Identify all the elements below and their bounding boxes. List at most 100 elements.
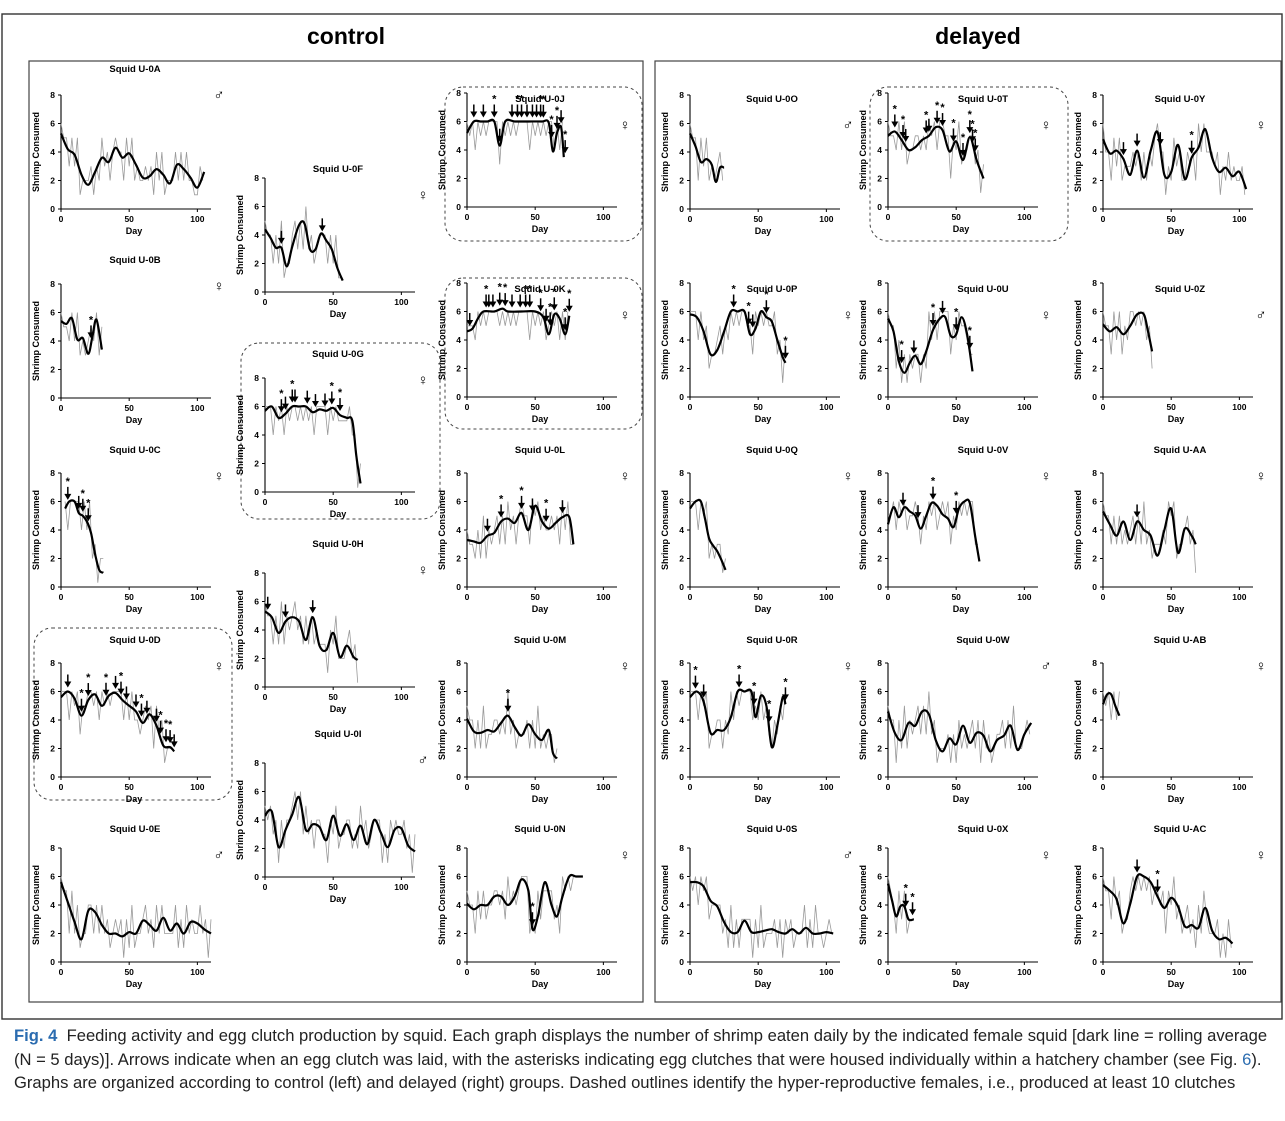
chart-title: Squid U-0F — [313, 164, 363, 175]
x-tick-label: 0 — [886, 782, 891, 792]
arrow-head — [84, 690, 92, 697]
clutch-arrow — [112, 675, 120, 689]
clutch-arrow — [483, 518, 491, 532]
x-tick-label: 50 — [951, 212, 961, 222]
x-tick-label: 0 — [886, 212, 891, 222]
arrow-head — [321, 400, 329, 407]
x-tick-label: 0 — [688, 402, 693, 412]
clutch-arrow-hatchery: * — [561, 306, 569, 331]
y-tick-label: 6 — [679, 119, 684, 129]
sex-symbol: ♂ — [1255, 307, 1266, 324]
y-axis-label: Shrimp Consumed — [1073, 680, 1083, 760]
hatchery-asterisk: * — [1189, 130, 1194, 142]
caption-figure-ref-link[interactable]: 6 — [1242, 1049, 1252, 1069]
x-axis-label: Day — [755, 226, 772, 236]
x-axis-label: Day — [755, 979, 772, 989]
y-tick-label: 4 — [456, 145, 461, 155]
y-tick-label: 2 — [877, 929, 882, 939]
chart-title: Squid U-0I — [315, 729, 362, 740]
clutch-arrow-hatchery: * — [166, 719, 174, 744]
clutch-arrow-hatchery: * — [518, 94, 526, 118]
x-tick-label: 0 — [59, 403, 64, 413]
x-tick-label: 0 — [465, 212, 470, 222]
rolling-average-line — [264, 610, 359, 661]
hatchery-asterisk: * — [1155, 868, 1160, 880]
arrow-head — [542, 315, 550, 322]
x-tick-label: 100 — [1017, 967, 1031, 977]
chart-squid-u-0a: Squid U-0A ♂ 0 2 4 6 8 0 50 100 Day Shrimp Consumed — [31, 64, 225, 236]
clutch-arrow-hatchery: * — [902, 883, 910, 907]
hatchery-asterisk: * — [515, 94, 520, 106]
arrow-head — [277, 406, 285, 413]
clutch-arrow-hatchery: * — [64, 476, 72, 500]
chart-title: Squid U-0S — [747, 824, 798, 835]
chart-title: Squid U-0P — [747, 284, 798, 295]
sex-symbol: ♀ — [417, 372, 428, 389]
arrow-head — [700, 691, 708, 698]
clutch-arrow-hatchery: * — [966, 325, 974, 349]
hatchery-asterisk: * — [548, 301, 553, 313]
y-tick-label: 0 — [254, 682, 259, 692]
chart-title: Squid U-0Y — [1155, 94, 1206, 105]
sex-symbol: ♀ — [1255, 658, 1266, 675]
arrow-head — [765, 716, 773, 723]
y-axis-label: Shrimp Consumed — [31, 490, 41, 570]
hatchery-asterisk: * — [530, 901, 535, 913]
hatchery-asterisk: * — [164, 718, 169, 730]
y-axis-label: Shrimp Consumed — [660, 490, 670, 570]
daily-consumption-line — [1102, 876, 1232, 958]
hatchery-asterisk: * — [503, 282, 508, 294]
clutch-arrow — [64, 674, 72, 688]
hatchery-asterisk: * — [79, 688, 84, 700]
y-tick-label: 8 — [254, 373, 259, 383]
x-axis-label: Day — [755, 414, 772, 424]
x-tick-label: 0 — [59, 592, 64, 602]
y-tick-label: 0 — [456, 392, 461, 402]
arrow-head — [745, 318, 753, 325]
chart-squid-u-0g: Squid U-0G ♀ 0 2 4 6 8 0 50 100 Day Shrimp Consumed… — [235, 342, 441, 520]
clutch-arrow-hatchery: * — [969, 118, 977, 143]
y-tick-label: 4 — [456, 335, 461, 345]
hatchery-asterisk: * — [935, 100, 940, 112]
rolling-average-line — [689, 308, 787, 364]
clutch-arrow-hatchery: * — [929, 302, 937, 327]
arrow-head — [735, 681, 743, 688]
y-tick-label: 2 — [456, 554, 461, 564]
chart-squid-u-0t: Squid U-0T ♀ 0 2 4 6 8 0 50 100 Day Shrimp Consumed… — [858, 86, 1069, 242]
clutch-arrow-hatchery: * — [277, 388, 285, 413]
hatchery-asterisk: * — [81, 488, 86, 500]
hatchery-asterisk: * — [693, 665, 698, 677]
clutch-arrow-hatchery: * — [730, 284, 738, 308]
clutch-arrow — [466, 313, 474, 327]
y-tick-label: 6 — [456, 117, 461, 127]
y-tick-label: 4 — [877, 525, 882, 535]
clutch-arrow — [75, 495, 83, 509]
chart-title: Squid U-0N — [514, 824, 565, 835]
arrow-head — [1133, 866, 1141, 873]
hatchery-asterisk: * — [752, 681, 757, 693]
y-tick-label: 2 — [456, 174, 461, 184]
hatchery-asterisk: * — [767, 698, 772, 710]
y-tick-label: 6 — [1092, 687, 1097, 697]
hatchery-asterisk: * — [954, 306, 959, 318]
chart-squid-u-0i: Squid U-0I ♂ 0 2 4 6 8 0 50 100 Day Shrimp Consumed — [235, 729, 429, 904]
chart-squid-u-ab: Squid U-AB ♀ 0 2 4 6 8 0 50 100 Day Shrimp Consumed — [1073, 635, 1267, 804]
y-tick-label: 2 — [1092, 744, 1097, 754]
hatchery-asterisk: * — [951, 117, 956, 129]
y-tick-label: 2 — [50, 365, 55, 375]
x-tick-label: 0 — [688, 214, 693, 224]
hatchery-asterisk: * — [731, 284, 736, 296]
hatchery-asterisk: * — [86, 672, 91, 684]
y-tick-label: 2 — [456, 929, 461, 939]
x-axis-label: Day — [126, 226, 143, 236]
daily-consumption-line — [264, 206, 342, 279]
y-tick-label: 4 — [50, 147, 55, 157]
arrow-head — [550, 304, 558, 311]
y-tick-label: 8 — [877, 88, 882, 98]
x-tick-label: 100 — [394, 297, 408, 307]
arrow-head — [528, 505, 536, 512]
x-tick-label: 0 — [465, 782, 470, 792]
y-axis-label: Shrimp Consumed — [235, 780, 245, 860]
x-tick-label: 0 — [688, 592, 693, 602]
